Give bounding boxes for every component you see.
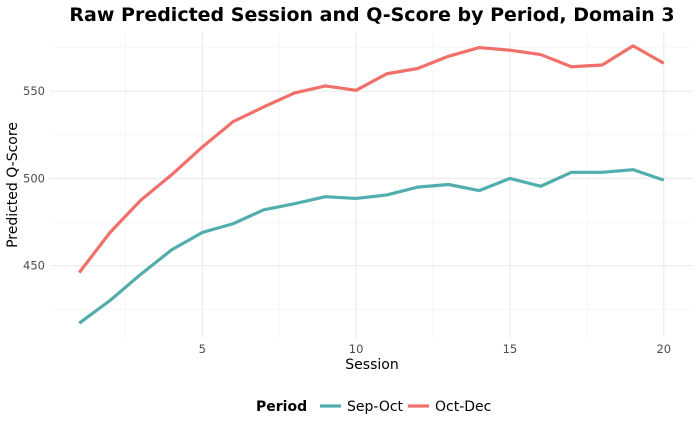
legend-label: Oct-Dec: [435, 399, 491, 415]
y-axis-title: Predicted Q-Score: [5, 122, 21, 248]
y-tick-label: 450: [23, 259, 45, 273]
tick-labels: 5 10 15 20 450 500 550: [23, 84, 671, 356]
chart-title: Raw Predicted Session and Q-Score by Per…: [69, 4, 674, 26]
legend-item: Sep-Oct: [320, 399, 404, 415]
legend-items: Sep-Oct Oct-Dec: [320, 399, 491, 415]
x-axis-title: Session: [345, 357, 398, 373]
legend: Period Sep-Oct Oct-Dec: [256, 399, 491, 415]
x-tick-label: 15: [503, 342, 518, 356]
legend-label: Sep-Oct: [347, 399, 404, 415]
grid: [50, 31, 693, 338]
legend-item: Oct-Dec: [408, 399, 491, 415]
x-tick-label: 5: [199, 342, 206, 356]
series-line-oct-dec: [77, 44, 665, 274]
legend-title: Period: [256, 399, 307, 415]
series-line-sep-oct: [78, 168, 665, 325]
y-tick-label: 550: [23, 84, 45, 98]
series-lines: [77, 44, 665, 325]
x-tick-label: 20: [656, 342, 671, 356]
x-tick-label: 10: [349, 342, 364, 356]
y-tick-label: 500: [23, 171, 45, 185]
